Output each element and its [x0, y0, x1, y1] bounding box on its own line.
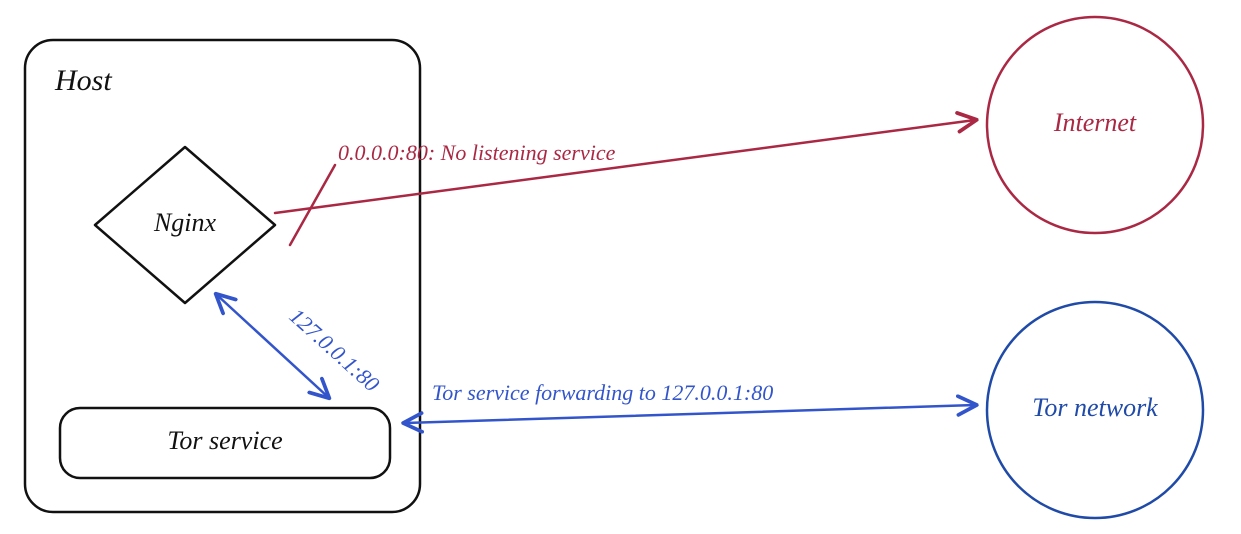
nginx-label: Nginx — [153, 208, 217, 237]
host-label: Host — [54, 64, 112, 97]
edge-nginx-torservice — [217, 295, 328, 397]
edge-nginx-torservice-label: 127.0.0.1:80 — [285, 303, 385, 396]
edge-nginx-internet — [275, 120, 975, 213]
edge-torservice-tornet — [405, 405, 975, 423]
internet-label: Internet — [1053, 108, 1137, 137]
tor-service-label: Tor service — [167, 426, 282, 455]
architecture-diagram: Host Nginx Tor service Internet Tor netw… — [0, 0, 1241, 534]
edge-torservice-tornet-label: Tor service forwarding to 127.0.0.1:80 — [432, 380, 773, 405]
tor-network-label: Tor network — [1032, 393, 1158, 422]
edge-nginx-internet-label: 0.0.0.0:80: No listening service — [338, 140, 616, 165]
